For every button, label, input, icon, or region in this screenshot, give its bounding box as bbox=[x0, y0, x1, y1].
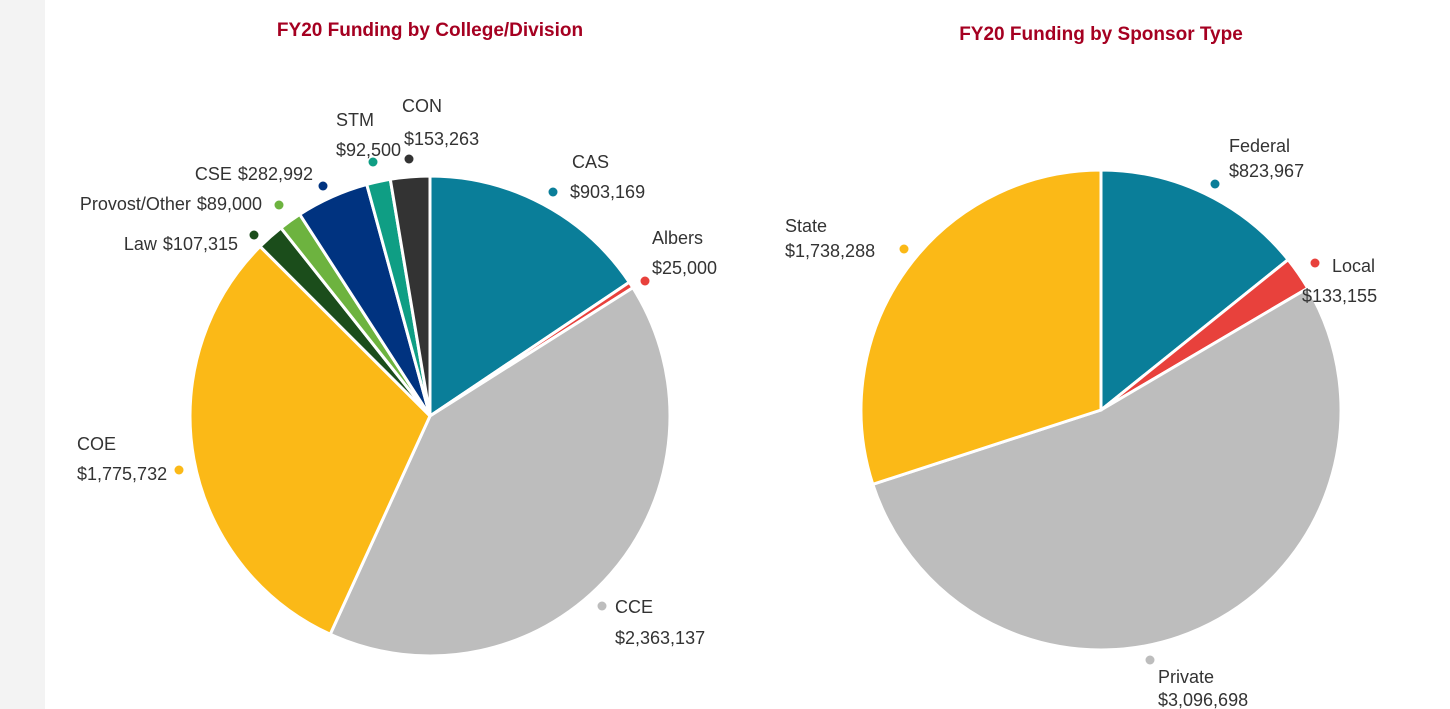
pie-slice bbox=[870, 286, 1343, 652]
slice-label: CSE $282,992 bbox=[195, 164, 313, 184]
slice-value: $25,000 bbox=[652, 258, 717, 278]
pie-slice bbox=[388, 174, 432, 417]
slice-value: $903,169 bbox=[570, 182, 645, 202]
slice-name: CON bbox=[402, 96, 442, 116]
pie-slice bbox=[1099, 168, 1291, 414]
pie-slice bbox=[428, 174, 632, 419]
slice-name: Law bbox=[124, 234, 158, 254]
label-dot bbox=[249, 230, 259, 240]
label-dot bbox=[1310, 258, 1320, 268]
label-dot bbox=[1145, 655, 1155, 665]
slice-value: $133,155 bbox=[1302, 286, 1377, 306]
slice-value: $89,000 bbox=[197, 194, 262, 214]
label-dot bbox=[318, 181, 328, 191]
slice-name: COE bbox=[77, 434, 116, 454]
label-dot bbox=[368, 157, 378, 167]
slice-value: $1,775,732 bbox=[77, 464, 167, 484]
slice-value: $282,992 bbox=[238, 164, 313, 184]
slice-name: STM bbox=[336, 110, 374, 130]
slice-label: Law $107,315 bbox=[124, 234, 238, 254]
slice-value: $3,096,698 bbox=[1158, 690, 1248, 709]
pie-slice bbox=[328, 285, 672, 658]
slice-name: Federal bbox=[1229, 136, 1290, 156]
pie-slice bbox=[859, 168, 1103, 487]
slice-label: Provost/Other $89,000 bbox=[80, 194, 262, 214]
slice-name: CAS bbox=[572, 152, 609, 172]
slice-name: Provost/Other bbox=[80, 194, 191, 214]
slice-value: $1,738,288 bbox=[785, 241, 875, 261]
pie-slice bbox=[188, 244, 432, 637]
slice-value: $107,315 bbox=[163, 234, 238, 254]
label-dot bbox=[597, 601, 607, 611]
slice-value: $153,263 bbox=[404, 129, 479, 149]
slice-name: CCE bbox=[615, 597, 653, 617]
label-dot bbox=[174, 465, 184, 475]
label-dot bbox=[640, 276, 650, 286]
slice-value: $92,500 bbox=[336, 140, 401, 160]
slice-name: Local bbox=[1332, 256, 1375, 276]
side-strip bbox=[0, 0, 45, 709]
label-dot bbox=[548, 187, 558, 197]
label-dot bbox=[404, 154, 414, 164]
slice-value: $2,363,137 bbox=[615, 628, 705, 648]
slice-name: Albers bbox=[652, 228, 703, 248]
chart-title: FY20 Funding by Sponsor Type bbox=[959, 24, 1243, 45]
slice-name: CSE bbox=[195, 164, 232, 184]
label-dot bbox=[274, 200, 284, 210]
label-dot bbox=[1210, 179, 1220, 189]
label-dot bbox=[899, 244, 909, 254]
slice-name: Private bbox=[1158, 667, 1214, 687]
chart-title: FY20 Funding by College/Division bbox=[277, 20, 583, 41]
slice-name: State bbox=[785, 216, 827, 236]
slice-value: $823,967 bbox=[1229, 161, 1304, 181]
